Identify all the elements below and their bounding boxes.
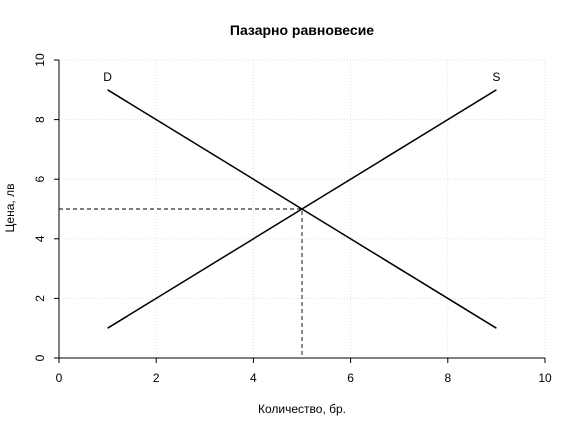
chart-title: Пазарно равновесие — [230, 22, 374, 38]
x-tick-label: 0 — [56, 371, 63, 385]
supply-curve-label: S — [492, 70, 500, 84]
tick-layer: 0 2 4 6 8 10 0 2 4 6 8 10 — [33, 53, 552, 385]
x-tick-label: 4 — [250, 371, 257, 385]
y-tick-label: 10 — [33, 53, 47, 67]
x-tick-label: 2 — [153, 371, 160, 385]
equilibrium-guide-line — [59, 208, 303, 358]
x-tick-label: 6 — [347, 371, 354, 385]
x-tick-label: 8 — [444, 371, 451, 385]
demand-curve-label: D — [103, 70, 112, 84]
series-layer — [107, 89, 497, 329]
equilibrium-guides — [59, 208, 303, 358]
y-tick-label: 8 — [33, 116, 47, 123]
y-tick-label: 6 — [33, 176, 47, 183]
y-tick-label: 4 — [33, 235, 47, 242]
supply-line — [107, 89, 497, 329]
y-tick-label: 2 — [33, 295, 47, 302]
y-tick-label: 0 — [33, 354, 47, 361]
x-tick-label: 10 — [538, 371, 552, 385]
axes-layer — [58, 60, 545, 359]
y-axis-label: Цена, лв — [3, 184, 17, 233]
x-axis-label: Количество, бр. — [258, 402, 346, 416]
